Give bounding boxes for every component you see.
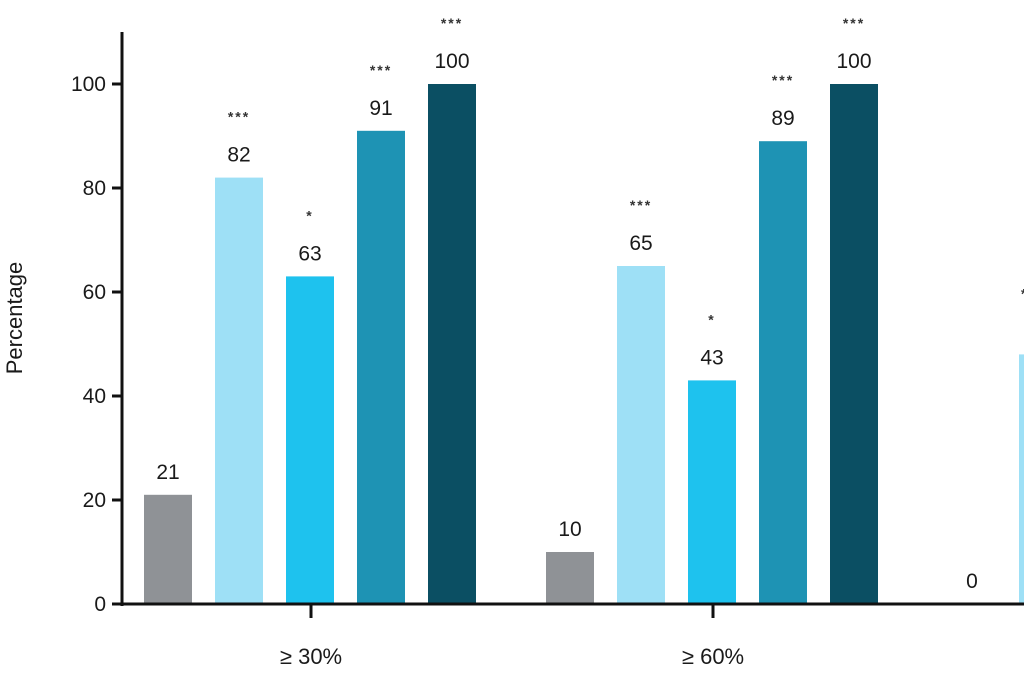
- x-category-label: ≥ 30%: [280, 644, 342, 669]
- significance-marker: ***: [843, 15, 865, 31]
- x-category-label: ≥ 60%: [682, 644, 744, 669]
- significance-marker: ***: [370, 62, 392, 78]
- y-tick-label: 0: [94, 593, 106, 616]
- significance-marker: *: [1021, 285, 1024, 301]
- bar: [830, 84, 878, 604]
- data-label: 100: [434, 50, 469, 73]
- significance-marker: ***: [441, 15, 463, 31]
- data-label: 100: [836, 50, 871, 73]
- x-axis: ≥ 30% ≥ 60%: [120, 602, 1024, 669]
- data-label: 0: [966, 570, 978, 593]
- y-tick-label: 20: [83, 489, 106, 512]
- data-label: 63: [298, 242, 321, 265]
- y-tick-label: 60: [83, 281, 106, 304]
- significance-marker: ***: [630, 197, 652, 213]
- data-label: 82: [227, 144, 250, 167]
- significance-marker: ***: [772, 72, 794, 88]
- data-label: 65: [629, 232, 652, 255]
- bar: [428, 84, 476, 604]
- significance-marker: *: [306, 207, 313, 223]
- significance-marker: ***: [228, 109, 250, 125]
- bar: [357, 130, 405, 605]
- y-axis: 0 20 40 60 80 100: [71, 32, 124, 616]
- bar: [617, 266, 665, 604]
- data-label: 43: [700, 346, 723, 369]
- y-axis-title: Percentage: [2, 262, 27, 375]
- bar-partial: [1019, 354, 1024, 604]
- y-tick-label: 100: [71, 73, 106, 96]
- bars: [144, 84, 1024, 605]
- bar: [286, 276, 334, 604]
- data-labels: 21 82 *** 63 * 91 *** 100 *** 10 65 *** 43 * 89 *** 100 *…: [156, 15, 1024, 593]
- bar: [759, 141, 807, 604]
- data-label: 21: [156, 461, 179, 484]
- data-label: 89: [771, 107, 794, 130]
- y-tick-label: 80: [83, 177, 106, 200]
- data-label: 91: [369, 97, 392, 120]
- significance-marker: *: [708, 311, 715, 327]
- bar: [215, 177, 263, 604]
- bar: [688, 380, 736, 604]
- data-label: 10: [558, 518, 581, 541]
- bar: [144, 494, 192, 604]
- y-tick-label: 40: [83, 385, 106, 408]
- bar: [546, 552, 594, 604]
